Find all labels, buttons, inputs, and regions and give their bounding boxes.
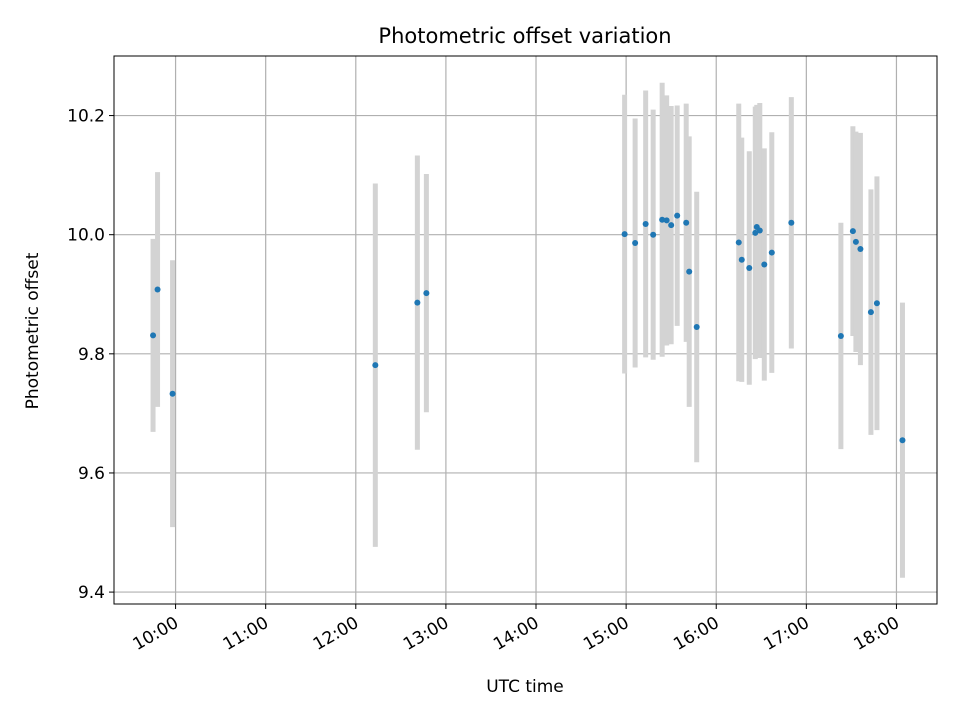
data-point: [761, 261, 768, 268]
data-point: [150, 332, 157, 339]
chart-title: Photometric offset variation: [378, 24, 671, 48]
data-point: [693, 324, 700, 331]
data-point: [746, 265, 753, 272]
data-point: [735, 239, 742, 246]
data-point: [642, 220, 649, 227]
data-point: [169, 390, 176, 397]
data-point: [738, 256, 745, 263]
data-point: [674, 212, 681, 219]
data-point: [414, 299, 421, 306]
data-point: [668, 222, 675, 229]
x-axis-label: UTC time: [486, 677, 564, 697]
data-point: [683, 219, 690, 226]
data-point: [756, 227, 763, 234]
y-tick-label: 10.0: [67, 226, 105, 246]
data-point: [663, 217, 670, 224]
data-point: [752, 229, 759, 236]
plot-frame: [113, 55, 938, 605]
y-tick-label: 9.6: [78, 464, 105, 484]
data-point: [659, 216, 666, 223]
y-tick-label: 9.8: [78, 345, 105, 365]
data-point: [650, 231, 657, 238]
data-point: [154, 286, 161, 293]
data-point: [852, 238, 859, 245]
y-tick-label: 9.4: [78, 583, 105, 603]
data-point: [632, 240, 639, 247]
data-point: [849, 228, 856, 235]
data-point: [372, 362, 379, 369]
data-point: [899, 437, 906, 444]
data-point: [788, 219, 795, 226]
y-axis-label: Photometric offset: [23, 252, 43, 409]
data-points: [150, 212, 906, 444]
data-point: [768, 249, 775, 256]
data-point: [423, 290, 430, 297]
data-point: [867, 309, 874, 316]
y-tick-label: 10.2: [67, 107, 105, 127]
data-point: [873, 300, 880, 307]
data-point: [837, 332, 844, 339]
data-point: [857, 245, 864, 252]
data-point: [686, 268, 693, 275]
y-axis-ticks: 9.4 9.6 9.8 10.0 10.2: [67, 107, 114, 603]
data-point: [621, 231, 628, 238]
